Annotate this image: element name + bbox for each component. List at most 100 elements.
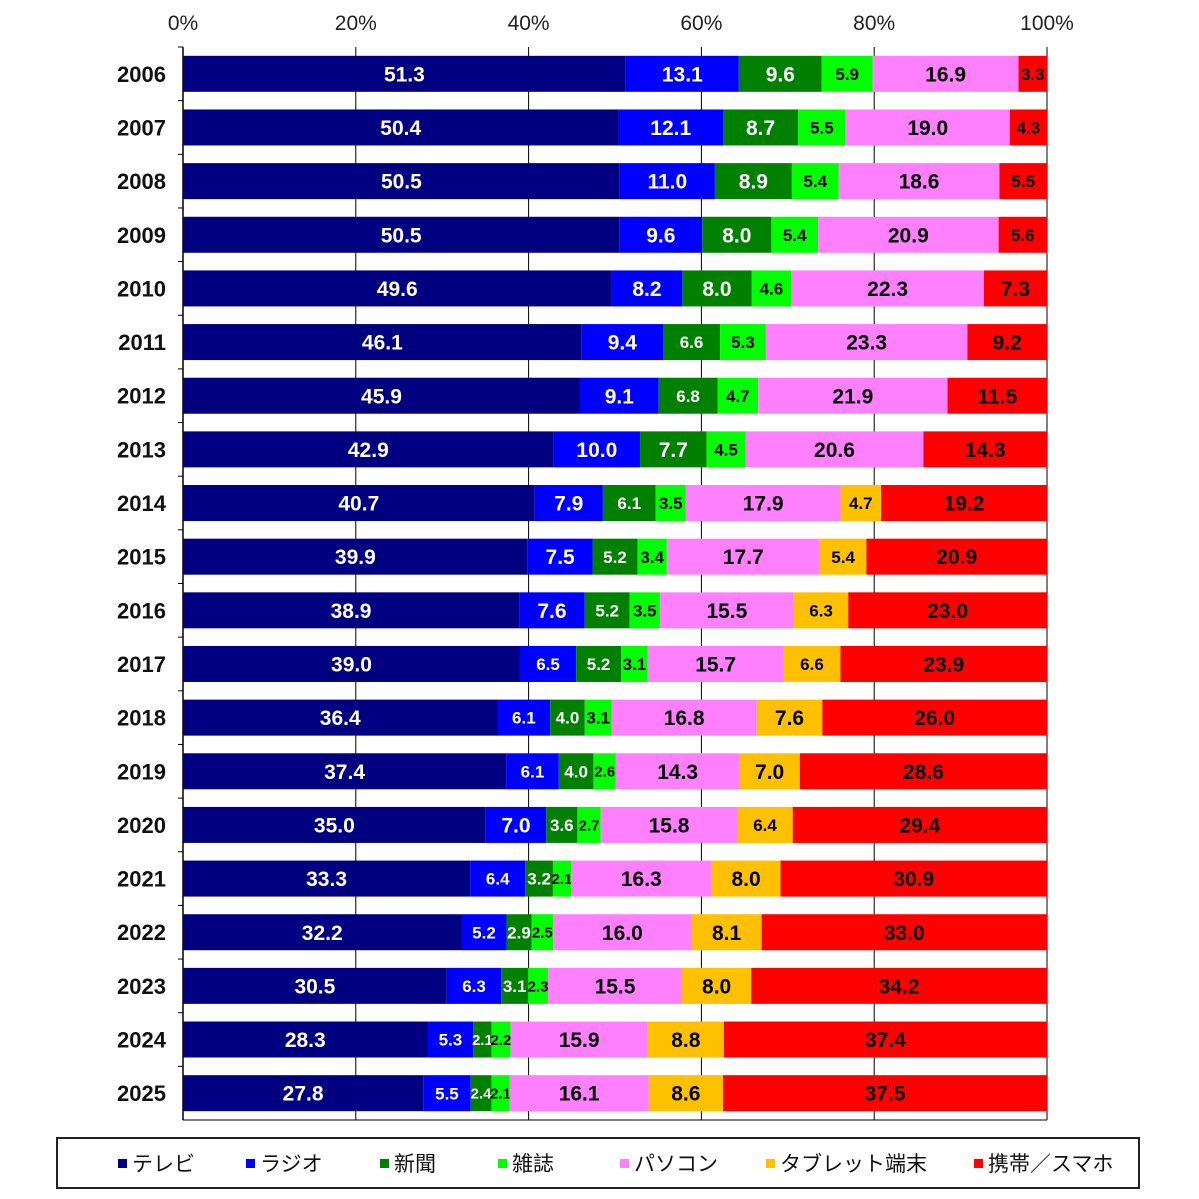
y-tick-label: 2024: [117, 1028, 167, 1053]
data-label: 5.2: [472, 923, 496, 942]
data-label: 49.6: [377, 278, 418, 301]
data-label: 6.4: [753, 816, 777, 835]
bar-segment: [470, 1075, 492, 1112]
data-label: 2.6: [594, 764, 615, 781]
bar-segment: [593, 753, 616, 790]
data-label: 50.5: [381, 224, 422, 247]
data-label: 16.3: [621, 868, 662, 891]
data-label: 16.1: [559, 1083, 600, 1106]
bar-segment: [619, 163, 715, 200]
bar-segment: [615, 753, 740, 790]
bar-segment: [758, 377, 948, 414]
data-label: 33.0: [884, 922, 925, 945]
bar-segment: [485, 806, 547, 843]
bar-segment: [519, 592, 585, 629]
data-label: 2.9: [507, 923, 531, 942]
bar-segment: [706, 431, 746, 468]
bar-segment: [756, 699, 823, 736]
bar-segment: [720, 324, 766, 361]
bar-segment: [685, 485, 841, 522]
data-label: 7.0: [501, 814, 530, 837]
bar-segment: [584, 592, 630, 629]
bar-segment: [739, 753, 800, 790]
bar-segment: [711, 860, 781, 897]
bar-segment: [702, 216, 772, 253]
bar-segment: [183, 967, 447, 1004]
data-label: 29.4: [899, 814, 940, 837]
bar-segment: [183, 324, 582, 361]
bar-segment: [183, 270, 612, 307]
data-label: 8.1: [712, 922, 742, 945]
bar-segment: [655, 485, 686, 522]
bar-segment: [501, 967, 529, 1004]
bar-segment: [183, 753, 507, 790]
data-label: 36.4: [320, 707, 361, 730]
legend-item: 新聞: [380, 1139, 436, 1187]
bar-segment: [510, 1021, 648, 1058]
data-label: 28.3: [285, 1029, 326, 1052]
data-label: 2.1: [552, 871, 573, 888]
data-label: 7.0: [755, 761, 784, 784]
bar-segment: [509, 1075, 649, 1112]
bar-segment: [723, 109, 799, 146]
data-label: 8.0: [702, 278, 731, 301]
bar-segment: [183, 592, 520, 629]
y-tick-label: 2025: [117, 1081, 166, 1106]
bar-segment: [581, 324, 663, 361]
bar-segment: [611, 699, 757, 736]
bar-segment: [183, 377, 580, 414]
bar-segment: [780, 860, 1047, 897]
data-label: 5.4: [831, 548, 855, 567]
bar-segment: [838, 163, 1000, 200]
data-label: 2.2: [491, 1032, 512, 1049]
bar-segment: [717, 377, 759, 414]
bar-segment: [848, 592, 1047, 629]
bar-segment: [791, 163, 839, 200]
data-label: 50.4: [380, 117, 421, 140]
y-tick-label: 2022: [117, 920, 166, 945]
bar-segment: [553, 431, 641, 468]
data-label: 2.3: [528, 978, 549, 995]
data-label: 26.0: [914, 707, 955, 730]
data-label: 3.6: [550, 816, 574, 835]
bar-segment: [183, 109, 619, 146]
bar-segment: [553, 914, 692, 951]
data-label: 23.0: [927, 600, 968, 623]
bar-segment: [491, 1021, 511, 1058]
data-label: 27.8: [283, 1083, 324, 1106]
y-tick-label: 2016: [117, 598, 166, 623]
data-label: 5.4: [803, 172, 827, 191]
bar-segment: [519, 645, 577, 682]
data-label: 40.7: [338, 493, 379, 516]
data-label: 7.6: [537, 600, 566, 623]
data-label: 15.8: [649, 814, 690, 837]
data-label: 4.0: [564, 762, 588, 781]
data-label: 6.3: [462, 977, 486, 996]
data-label: 6.4: [486, 870, 510, 889]
bar-segment: [473, 1021, 492, 1058]
bar-segment: [470, 860, 526, 897]
data-label: 46.1: [362, 332, 403, 355]
data-label: 8.0: [731, 868, 760, 891]
y-tick-label: 2020: [117, 813, 166, 838]
bar-segment: [751, 270, 792, 307]
data-label: 5.4: [783, 226, 807, 245]
data-label: 13.1: [662, 63, 703, 86]
bar-segment: [611, 270, 683, 307]
data-label: 5.3: [439, 1031, 463, 1050]
bar-segment: [183, 806, 486, 843]
data-label: 16.8: [664, 707, 705, 730]
y-tick-label: 2012: [117, 384, 166, 409]
data-label: 3.1: [623, 655, 647, 674]
data-label: 16.0: [602, 922, 643, 945]
bar-segment: [183, 699, 498, 736]
y-tick-label: 2019: [117, 759, 166, 784]
data-label: 20.9: [888, 224, 929, 247]
bar-segment: [682, 967, 752, 1004]
bar-segment: [658, 377, 718, 414]
data-label: 14.3: [965, 439, 1006, 462]
bar-segment: [183, 216, 620, 253]
x-tick-label: 100%: [1020, 12, 1074, 35]
data-label: 6.1: [512, 709, 536, 728]
data-label: 6.6: [800, 655, 824, 674]
